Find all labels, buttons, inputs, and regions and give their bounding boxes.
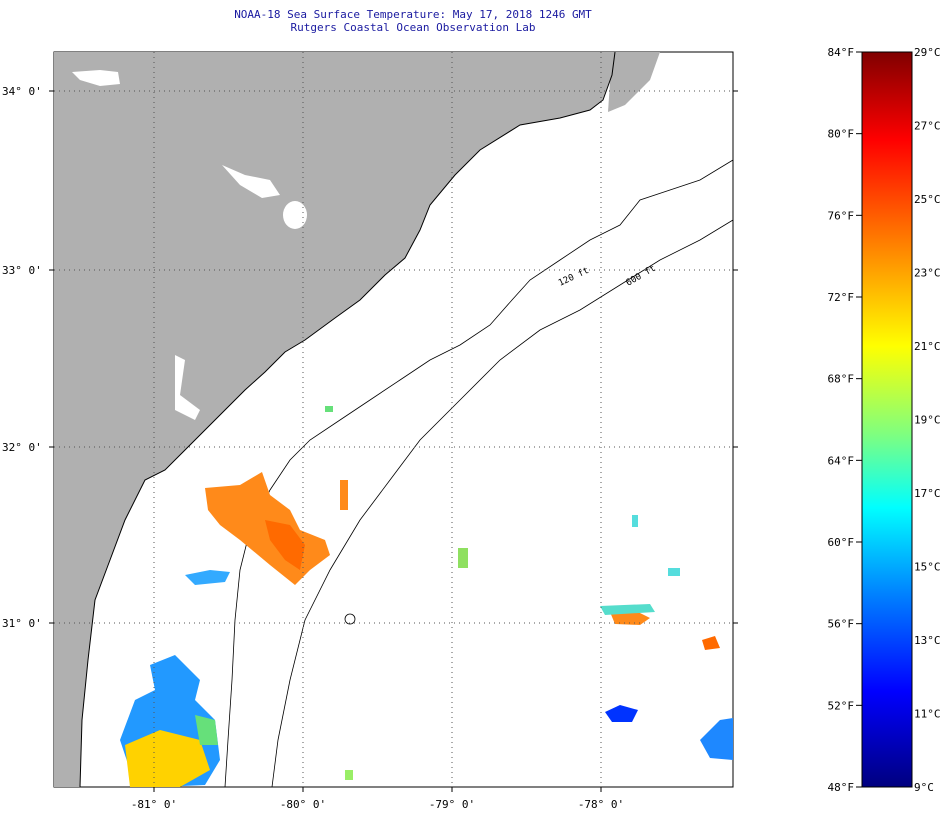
lake-patch	[283, 201, 307, 229]
colorbar-ticks	[856, 51, 862, 788]
colorbar-f-labels: 84°F 80°F 76°F 72°F 68°F 64°F 60°F 56°F 52°F 48°F	[828, 46, 855, 794]
lon-label: -81° 0'	[131, 798, 177, 811]
colorbar-c-label: 11°C	[914, 708, 941, 721]
map-subtitle: Rutgers Coastal Ocean Observation Lab	[290, 21, 536, 34]
lake-patch	[222, 165, 280, 198]
lon-label: -79° 0'	[429, 798, 475, 811]
colorbar-f-label: 84°F	[828, 46, 855, 59]
sst-speck	[668, 568, 680, 576]
colorbar-c-label: 19°C	[914, 414, 941, 427]
sst-cold-patch	[605, 705, 638, 722]
sst-mid-patch	[195, 715, 218, 745]
lat-label: 33° 0'	[2, 264, 42, 277]
sst-cool-patch	[700, 718, 733, 760]
lon-label: -78° 0'	[578, 798, 624, 811]
sst-cool-patch	[185, 570, 230, 585]
colorbar-f-label: 60°F	[828, 536, 855, 549]
seamount-contour	[344, 613, 356, 625]
lake-patch	[72, 70, 120, 86]
lake-patch	[175, 355, 200, 420]
colorbar-f-label: 64°F	[828, 454, 855, 467]
colorbar-c-label: 27°C	[914, 120, 941, 133]
colorbar-c-labels: 29°C 27°C 25°C 23°C 21°C 19°C 17°C 15°C 13°C 11°C…	[914, 46, 941, 794]
colorbar-c-label: 13°C	[914, 634, 941, 647]
colorbar-f-label: 56°F	[828, 618, 855, 631]
colorbar-f-label: 68°F	[828, 373, 855, 386]
colorbar-c-label: 21°C	[914, 340, 941, 353]
coastline	[79, 52, 616, 787]
map-title: NOAA-18 Sea Surface Temperature: May 17,…	[234, 8, 592, 21]
sst-warm-core	[265, 520, 305, 570]
sst-speck	[458, 548, 468, 568]
colorbar-c-label: 25°C	[914, 193, 941, 206]
sst-data	[120, 406, 733, 787]
contour-600ft	[271, 219, 733, 787]
sst-speck	[325, 406, 333, 412]
sst-speck	[632, 515, 638, 527]
graticule	[54, 52, 733, 787]
colorbar-f-label: 52°F	[828, 699, 855, 712]
land-mass	[54, 52, 615, 787]
sst-warm-streak	[340, 480, 348, 510]
colorbar	[861, 51, 913, 788]
lat-label: 31° 0'	[2, 617, 42, 630]
lat-label: 34° 0'	[2, 85, 42, 98]
sst-mid-patch	[600, 604, 655, 615]
contour-120ft	[224, 159, 733, 787]
colorbar-c-label: 23°C	[914, 267, 941, 280]
lon-label: -80° 0'	[280, 798, 326, 811]
colorbar-f-label: 80°F	[828, 128, 855, 141]
colorbar-c-label: 9°C	[914, 781, 934, 794]
axis-ticks	[49, 90, 738, 792]
colorbar-f-label: 72°F	[828, 291, 855, 304]
sst-mid-patch	[125, 730, 210, 787]
land-cape	[608, 52, 660, 112]
colorbar-c-label: 17°C	[914, 487, 941, 500]
colorbar-c-label: 15°C	[914, 561, 941, 574]
sst-speck	[345, 770, 353, 780]
colorbar-c-label: 29°C	[914, 46, 941, 59]
colorbar-f-label: 76°F	[828, 209, 855, 222]
sst-warm-speck	[702, 636, 720, 650]
colorbar-f-label: 48°F	[828, 781, 855, 794]
lat-label: 32° 0'	[2, 441, 42, 454]
